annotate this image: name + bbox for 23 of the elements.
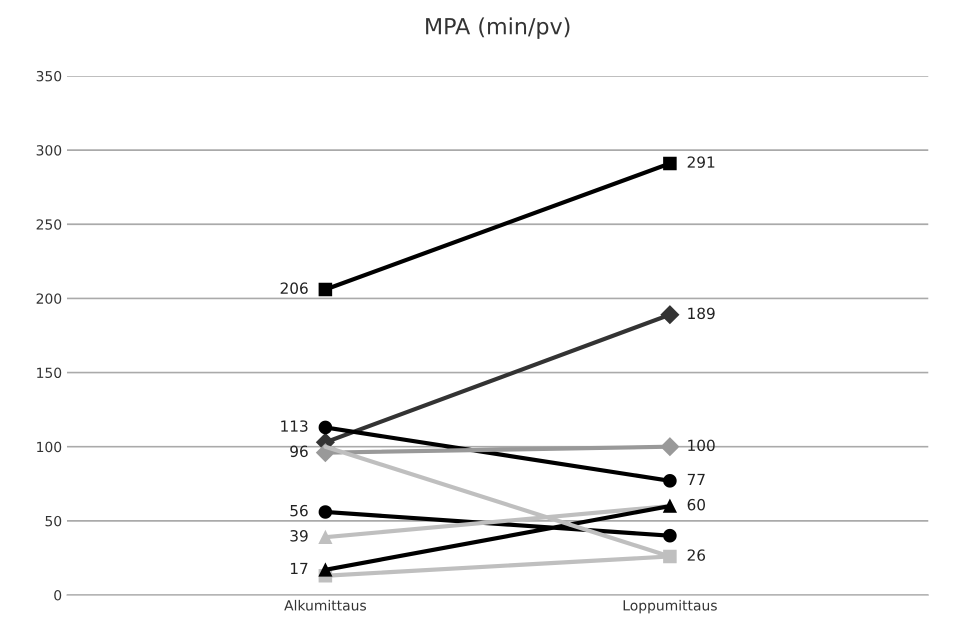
data-label: 189 [688, 308, 715, 320]
x-tick-label: Alkumittaus [284, 600, 366, 611]
data-label: 17 [290, 562, 308, 574]
y-tick-label: 300 [36, 145, 62, 156]
data-label: 56 [290, 504, 308, 516]
data-label: 206 [280, 282, 308, 294]
x-tick-label: Loppumittaus [624, 600, 717, 614]
y-tick-label: 50 [46, 516, 62, 526]
data-label: 77 [688, 474, 705, 486]
y-tick-label: 0 [54, 590, 62, 600]
y-tick-label: 150 [37, 368, 62, 378]
y-tick-label: 250 [36, 219, 62, 230]
data-label: 60 [688, 498, 705, 510]
chart-title: MPA (min/pv) [426, 17, 570, 39]
data-label: 113 [281, 420, 308, 432]
data-label: 96 [290, 446, 308, 458]
y-tick-label: 200 [36, 293, 62, 304]
data-label: 291 [688, 156, 714, 168]
data-label: 39 [290, 530, 308, 542]
y-tick-label: 350 [36, 70, 62, 82]
data-label: 26 [688, 549, 706, 561]
data-label: 100 [688, 440, 715, 452]
y-tick-label: 100 [37, 442, 62, 452]
